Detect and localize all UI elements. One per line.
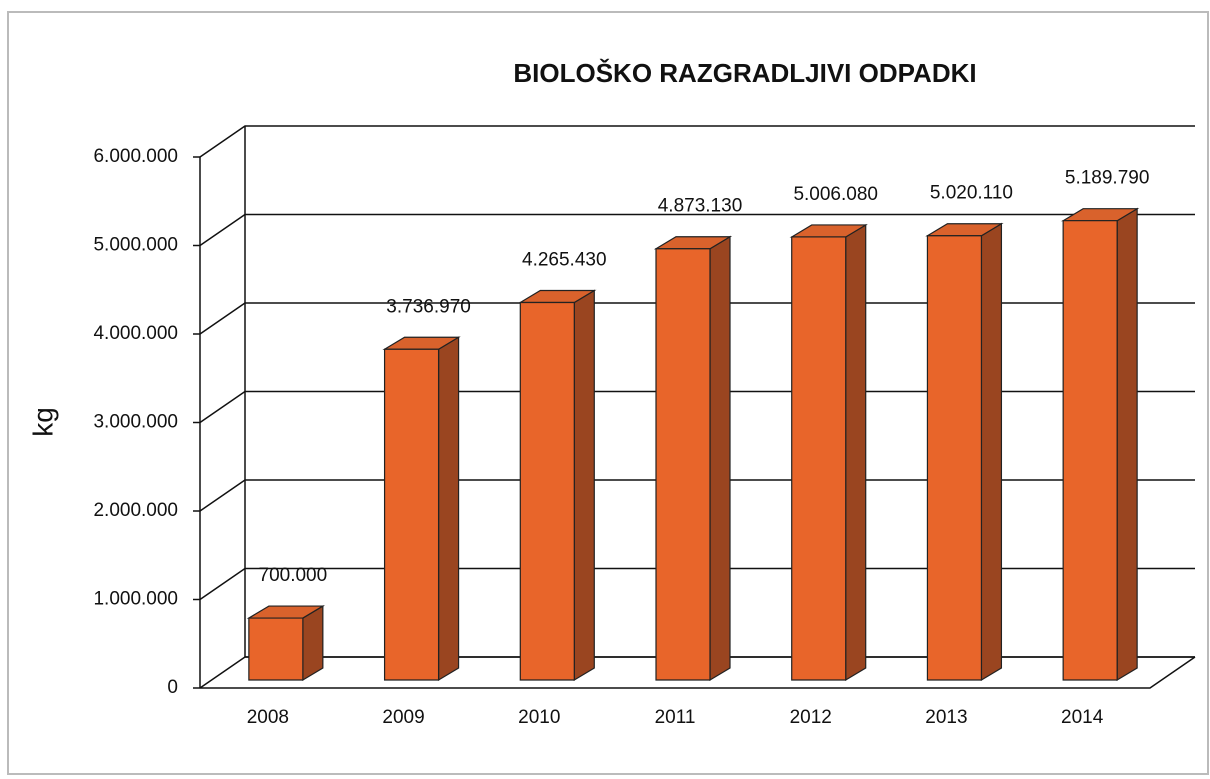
bar-side [302, 604, 324, 682]
grid-line [199, 479, 1195, 512]
bar-front [791, 236, 847, 681]
grid-line [199, 390, 1195, 424]
grid-line [199, 656, 1195, 689]
bar [653, 235, 733, 682]
y-tick-label: 6.000.000 [93, 146, 178, 167]
grid-line [199, 213, 1195, 247]
x-tick-label: 2008 [247, 707, 289, 728]
grid-line [199, 567, 1195, 601]
bar [518, 289, 597, 682]
value-label: 5.189.790 [1065, 168, 1150, 189]
x-tick-label: 2013 [925, 707, 967, 728]
grid-line [199, 125, 1195, 158]
value-label: 5.006.080 [793, 184, 878, 205]
bar-side [437, 336, 460, 682]
y-tick-label: 5.000.000 [93, 235, 178, 256]
y-tick-label: 4.000.000 [93, 323, 178, 344]
floor [200, 656, 1196, 689]
bar [1060, 207, 1140, 682]
value-label: 3.736.970 [386, 296, 471, 317]
bar-front [1062, 220, 1118, 681]
bar-front [248, 617, 304, 681]
value-label: 700.000 [259, 565, 328, 586]
y-tick-label: 2.000.000 [93, 500, 178, 521]
y-axis-label: kg [27, 407, 58, 437]
x-tick-label: 2012 [790, 707, 832, 728]
x-tick-label: 2010 [518, 707, 560, 728]
bar-front [383, 348, 440, 681]
grid-line [199, 302, 1195, 335]
bar [246, 604, 326, 682]
bar-side [709, 235, 731, 682]
bar-side [845, 223, 867, 682]
value-label: 4.873.130 [658, 196, 743, 217]
x-tick-label: 2014 [1061, 707, 1104, 728]
bar [382, 336, 461, 682]
bar [925, 222, 1004, 682]
y-tick-label: 3.000.000 [93, 412, 178, 433]
value-label: 4.265.430 [522, 250, 607, 271]
bar [789, 223, 868, 682]
bar-side [1116, 207, 1138, 682]
bar-side [573, 289, 595, 682]
bar-side [980, 222, 1003, 682]
value-label: 5.020.110 [930, 183, 1013, 204]
bar-front [926, 235, 983, 681]
bar-front [655, 248, 711, 681]
x-tick-label: 2009 [382, 707, 424, 728]
frame [7, 11, 1209, 775]
y-tick-label: 0 [167, 677, 178, 698]
x-tick-label: 2011 [655, 707, 696, 728]
chart-title: BIOLOŠKO RAZGRADLJIVI ODPADKI [513, 58, 976, 88]
bar-front [519, 301, 575, 681]
y-tick-label: 1.000.000 [93, 589, 178, 610]
